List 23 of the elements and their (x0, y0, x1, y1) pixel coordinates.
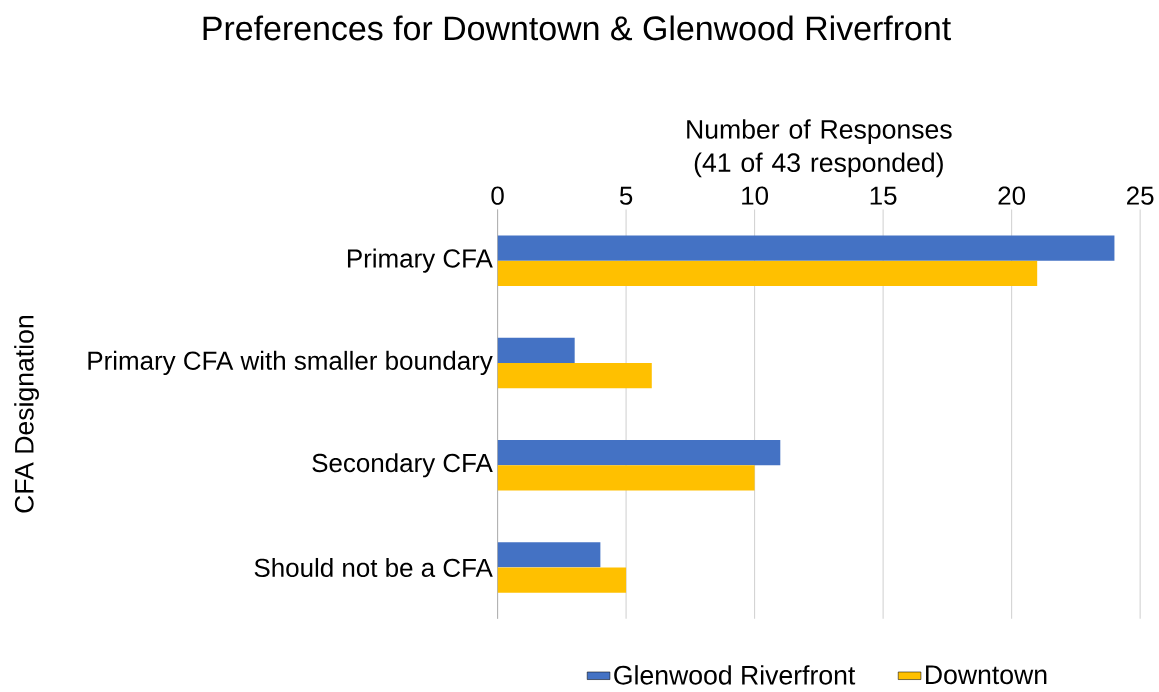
y-tick-label: Should not be a CFA (254, 558, 493, 578)
x-axis-title: Number of Responses (41 of 43 responded) (687, 119, 952, 178)
bar (497, 363, 652, 389)
y-axis-title: CFA Designation (14, 316, 39, 513)
bar (497, 567, 627, 593)
legend-label: Glenwood Riverfront (614, 665, 856, 685)
bar (497, 542, 601, 568)
bar (497, 337, 575, 364)
bar (497, 465, 755, 491)
x-tick-label: 0 (491, 186, 504, 205)
x-tick-label: 20 (998, 186, 1026, 205)
chart-title: Preferences for Downtown & Glenwood Riverfront (203, 15, 951, 41)
x-tick-label: 15 (870, 186, 897, 205)
y-tick-label: Primary CFA (347, 248, 493, 273)
bar (497, 440, 781, 466)
x-tick-label: 10 (742, 186, 769, 205)
y-tick-label: Primary CFA with smaller boundary (88, 351, 493, 376)
bar (497, 260, 1038, 287)
y-tick-label: Secondary CFA (312, 453, 493, 478)
legend-label: Downtown (926, 665, 1047, 685)
x-tick-label: 5 (619, 186, 633, 205)
bar (497, 235, 1115, 261)
x-tick-label: 25 (1127, 186, 1154, 205)
